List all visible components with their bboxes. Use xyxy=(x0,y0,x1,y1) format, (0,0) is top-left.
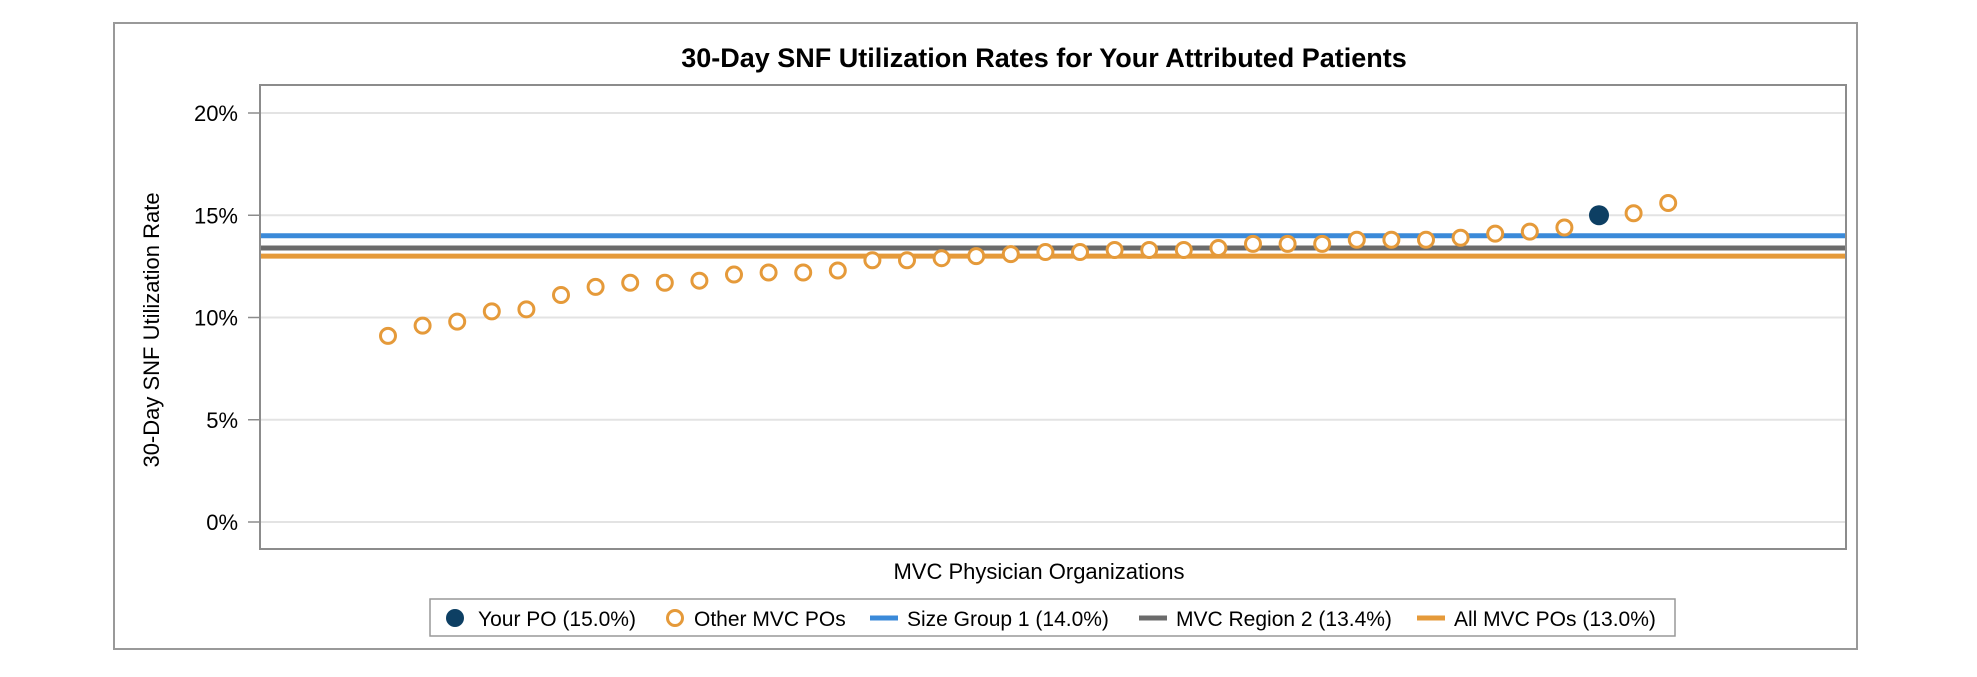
chart-frame xyxy=(113,22,1858,650)
legend-marker-other-pos xyxy=(666,609,684,627)
data-point-other-po xyxy=(1001,245,1020,264)
data-point-other-po xyxy=(932,249,951,268)
data-point-other-po xyxy=(1347,230,1366,249)
data-points xyxy=(379,193,1678,345)
plot-area-border xyxy=(259,84,1847,550)
y-tick-label: 5% xyxy=(206,408,238,433)
y-tick-label: 0% xyxy=(206,510,238,535)
legend-label-all-pos: All MVC POs (13.0%) xyxy=(1454,608,1656,631)
data-point-other-po xyxy=(1244,234,1262,253)
data-point-other-po xyxy=(1659,193,1678,212)
data-point-other-po xyxy=(482,302,501,321)
data-point-other-po xyxy=(1140,241,1159,260)
data-point-other-po xyxy=(1071,243,1089,262)
gridlines xyxy=(260,112,1846,523)
legend-marker-your-po xyxy=(446,609,464,627)
data-point-other-po xyxy=(448,312,467,331)
data-point-other-po xyxy=(690,271,709,290)
data-point-other-po xyxy=(1555,218,1574,237)
legend-label-region: MVC Region 2 (13.4%) xyxy=(1176,608,1392,631)
data-point-other-po xyxy=(1174,241,1193,260)
y-tick-label: 15% xyxy=(194,203,238,228)
data-point-other-po xyxy=(1036,243,1055,262)
data-point-other-po xyxy=(828,261,847,280)
data-point-other-po xyxy=(413,316,432,335)
data-point-other-po xyxy=(898,251,916,270)
data-point-other-po xyxy=(1451,228,1470,247)
legend: Your PO (15.0%) Other MVC POs Size Group… xyxy=(429,598,1676,637)
data-point-other-po xyxy=(586,277,605,296)
data-point-other-po xyxy=(379,326,397,345)
data-point-other-po xyxy=(655,273,674,292)
data-point-other-po xyxy=(794,263,813,282)
legend-label-size-group: Size Group 1 (14.0%) xyxy=(907,608,1109,631)
legend-label-other-pos: Other MVC POs xyxy=(694,608,846,631)
data-point-other-po xyxy=(621,273,640,292)
chart-title: 30-Day SNF Utilization Rates for Your At… xyxy=(681,43,1407,73)
data-point-other-po xyxy=(1624,204,1643,223)
x-axis-label: MVC Physician Organizations xyxy=(893,559,1184,584)
data-point-other-po xyxy=(1209,238,1228,257)
legend-label-your-po: Your PO (15.0%) xyxy=(478,608,636,631)
y-axis-label: 30-Day SNF Utilization Rate xyxy=(139,192,164,467)
data-point-other-po xyxy=(552,286,570,305)
y-tick-label: 20% xyxy=(194,101,238,126)
data-point-other-po xyxy=(1486,224,1505,243)
data-point-other-po xyxy=(1417,230,1435,249)
data-point-other-po xyxy=(725,265,743,284)
data-point-other-po xyxy=(759,263,778,282)
data-point-your-po xyxy=(1589,205,1609,226)
y-tick-labels: 0% 5% 10% 15% 20% xyxy=(194,101,260,535)
data-point-other-po xyxy=(1105,241,1124,260)
data-point-other-po xyxy=(863,251,882,270)
data-point-other-po xyxy=(1382,230,1401,249)
data-point-other-po xyxy=(1313,234,1332,253)
legend-box xyxy=(429,598,1676,637)
data-point-other-po xyxy=(967,247,986,266)
data-point-other-po xyxy=(1520,222,1539,241)
y-tick-label: 10% xyxy=(194,306,238,331)
data-point-other-po xyxy=(1278,234,1297,253)
data-point-other-po xyxy=(517,300,536,319)
